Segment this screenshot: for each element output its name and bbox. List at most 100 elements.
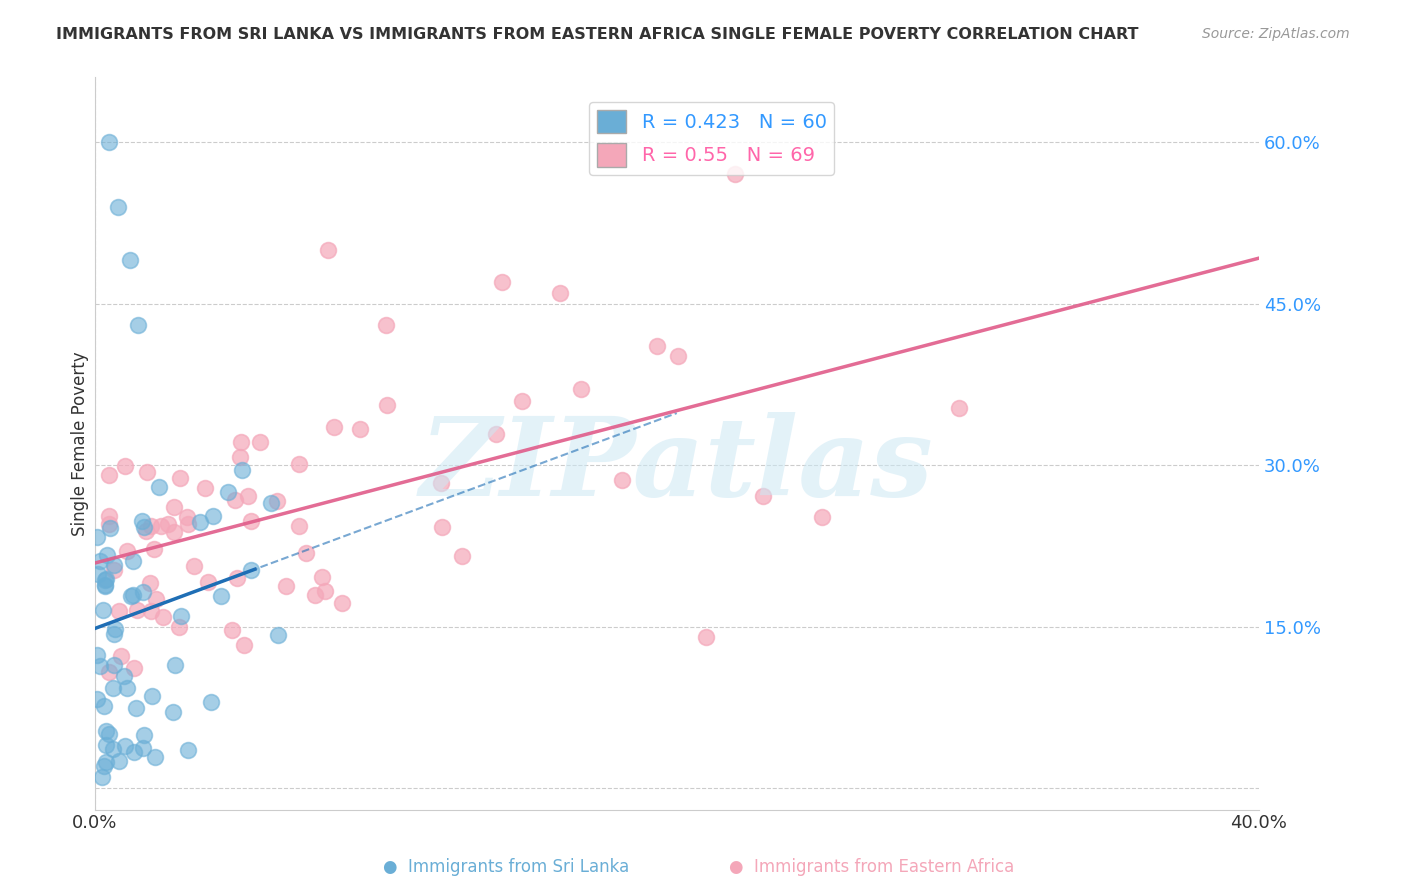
Point [240, 514, 263, 528]
Point [451, 549, 474, 563]
Point [200, 695, 222, 709]
Point [948, 401, 970, 415]
Text: Source: ZipAtlas.com: Source: ZipAtlas.com [1202, 27, 1350, 41]
Point [125, 603, 148, 617]
Point [311, 570, 333, 584]
Point [569, 382, 592, 396]
Point [141, 604, 163, 618]
Point [295, 546, 318, 560]
Point [96, 724, 118, 739]
Point [287, 457, 309, 471]
Point [127, 318, 149, 332]
Point [122, 661, 145, 675]
Point [163, 524, 186, 539]
Point [183, 558, 205, 573]
Point [266, 493, 288, 508]
Point [103, 627, 125, 641]
Point [121, 588, 143, 602]
Point [132, 741, 155, 756]
Text: ●  Immigrants from Sri Lanka: ● Immigrants from Sri Lanka [382, 858, 630, 876]
Point [645, 339, 668, 353]
Point [374, 318, 396, 332]
Point [349, 422, 371, 436]
Point [430, 520, 453, 534]
Point [94, 579, 117, 593]
Point [91, 603, 114, 617]
Point [231, 463, 253, 477]
Point [610, 473, 633, 487]
Point [98, 467, 121, 482]
Point [89, 554, 111, 568]
Point [98, 516, 121, 531]
Point [229, 435, 252, 450]
Point [276, 579, 298, 593]
Y-axis label: Single Female Poverty: Single Female Poverty [72, 351, 89, 536]
Point [93, 759, 115, 773]
Point [86, 692, 108, 706]
Point [375, 399, 398, 413]
Point [810, 509, 832, 524]
Point [145, 591, 167, 606]
Text: ZIPatlas: ZIPatlas [420, 412, 934, 519]
Point [114, 459, 136, 474]
Point [752, 489, 775, 503]
Point [141, 689, 163, 703]
Point [148, 479, 170, 493]
Point [104, 622, 127, 636]
Point [304, 588, 326, 602]
Point [103, 658, 125, 673]
Point [86, 648, 108, 662]
Point [316, 243, 339, 257]
Point [131, 585, 153, 599]
Point [162, 706, 184, 720]
Point [139, 519, 162, 533]
Point [96, 572, 118, 586]
Point [96, 548, 118, 562]
Point [93, 698, 115, 713]
Point [209, 590, 232, 604]
Point [135, 524, 157, 538]
Point [98, 135, 121, 149]
Point [103, 563, 125, 577]
Point [162, 500, 184, 515]
Point [176, 509, 198, 524]
Point [115, 681, 138, 696]
Point [330, 596, 353, 610]
Point [107, 200, 129, 214]
Point [93, 577, 115, 591]
Point [112, 669, 135, 683]
Point [491, 275, 513, 289]
Point [249, 434, 271, 449]
Point [165, 658, 187, 673]
Point [510, 394, 533, 409]
Point [98, 509, 121, 524]
Point [167, 620, 190, 634]
Text: IMMIGRANTS FROM SRI LANKA VS IMMIGRANTS FROM EASTERN AFRICA SINGLE FEMALE POVERT: IMMIGRANTS FROM SRI LANKA VS IMMIGRANTS … [56, 27, 1139, 42]
Point [94, 756, 117, 770]
Point [177, 516, 200, 531]
Point [485, 427, 508, 442]
Point [114, 739, 136, 753]
Point [323, 420, 346, 434]
Point [98, 665, 121, 679]
Point [103, 558, 125, 572]
Point [724, 167, 747, 181]
Point [217, 484, 239, 499]
Point [142, 541, 165, 556]
Point [430, 475, 453, 490]
Point [150, 518, 173, 533]
Point [666, 349, 689, 363]
Point [101, 681, 124, 696]
Point [695, 630, 717, 644]
Point [86, 530, 108, 544]
Text: ●  Immigrants from Eastern Africa: ● Immigrants from Eastern Africa [730, 858, 1014, 876]
Point [229, 450, 252, 464]
Legend: R = 0.423   N = 60, R = 0.55   N = 69: R = 0.423 N = 60, R = 0.55 N = 69 [589, 102, 834, 175]
Point [143, 750, 166, 764]
Point [314, 583, 336, 598]
Point [100, 521, 122, 535]
Point [107, 754, 129, 768]
Point [188, 515, 211, 529]
Point [96, 738, 118, 752]
Point [239, 563, 262, 577]
